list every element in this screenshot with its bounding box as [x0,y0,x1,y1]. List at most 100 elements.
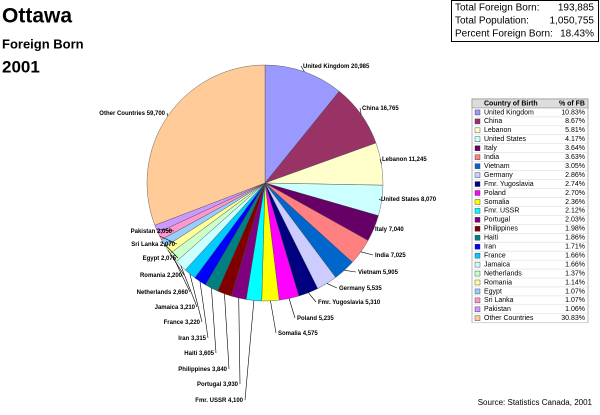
data-label: United Kingdom 20,985 [303,64,370,70]
stats-box [451,0,599,42]
label-category: Vietnam [358,270,381,276]
legend-swatch [474,252,481,259]
legend-percent: 2.74% [565,181,585,188]
label-value: 3,220 [185,320,201,326]
label-value: 2,200 [167,273,183,279]
label-value: 2,075 [161,256,177,262]
label-category: Fmr. Yugoslavia [318,300,364,306]
label-category: Lebanon [382,157,407,163]
legend-swatch [474,226,481,232]
label-category: Netherlands [137,290,172,296]
label-value: 5,905 [383,270,399,276]
legend-header [471,98,589,109]
legend-percent: 1.07% [565,297,585,304]
leader-line [270,300,277,334]
legend-swatch [474,217,481,223]
leader-line [156,228,175,232]
label-category: Egypt [143,256,160,262]
data-label: Germany 5,535 [339,286,382,292]
leader-line [300,65,305,72]
legend-header-text: % of FB [559,100,585,107]
leader-line [360,251,374,256]
label-category: Poland [297,316,317,322]
data-label: Pakistan 2,050 [131,229,173,235]
legend-percent: 3.05% [565,163,585,170]
label-value: 7,040 [389,227,405,233]
legend-swatch [474,235,481,241]
legend-category: Philippines [484,226,518,233]
leader-line [166,112,169,117]
legend-percent: 4.17% [565,136,585,143]
leader-line [159,235,178,245]
label-category: Philippines [178,367,211,373]
label-value: 2,660 [173,290,189,296]
leader-line [180,265,198,308]
legend-percent: 1.06% [565,306,585,313]
label-category: India [375,253,390,259]
data-label: Other Countries 59,700 [99,111,165,117]
source: Source: Statistics Canada, 2001 [478,398,593,407]
legend-category: Iran [484,244,496,251]
legend-category: Lebanon [484,127,511,134]
legend-swatch [474,243,481,250]
label-category: Haiti [184,351,197,357]
legend-swatch [474,261,481,268]
label-value: 5,535 [367,286,383,292]
label-value: 59,700 [147,111,166,117]
label-category: United Kingdom [303,64,349,70]
legend-category: United Kingdom [484,109,534,116]
leader-line [199,281,209,339]
leader-line [244,300,255,401]
legend-category: Netherlands [484,270,522,277]
legend-category: China [484,118,502,125]
leader-line [359,107,362,115]
legend-swatch [474,208,481,214]
label-category: Somalia [278,331,302,337]
legend-percent: 3.63% [565,154,585,161]
label-value: 16,765 [380,106,399,112]
label-category: Iran [178,336,189,342]
legend-percent: 1.86% [565,235,585,242]
data-label: India 7,025 [375,253,406,259]
stat-label: Total Foreign Born: [455,3,540,14]
legend-category: Other Countries [484,315,534,322]
label-value: 8,070 [421,197,437,203]
leader-line [344,269,357,273]
legend-category: Romania [484,279,512,286]
legend-percent: 5.81% [565,127,585,134]
legend-category: Poland [484,190,506,197]
legend-category: Germany [484,172,513,179]
legend-category: Vietnam [484,163,510,170]
leader-line [163,242,179,259]
data-label: Somalia 4,575 [278,331,318,337]
data-label: Fmr. Yugoslavia 5,310 [318,300,381,306]
legend-category: Pakistan [484,306,511,313]
label-value: 5,310 [365,300,381,306]
label-category: Other Countries [99,111,145,117]
data-label: Vietnam 5,905 [358,270,399,276]
leader-line [326,283,338,289]
legend-swatch [474,306,481,313]
legend-category: Egypt [484,288,502,295]
data-label: Portugal 3,930 [197,382,239,388]
legend-percent: 1.37% [565,270,585,277]
label-value: 3,605 [199,351,215,357]
legend-category: France [484,252,506,259]
stat-label: Percent Foreign Born: [455,29,553,40]
leader-line [167,249,185,276]
legend-category: Italy [484,145,497,152]
legend-swatch [474,190,481,196]
label-value: 2,050 [157,229,173,235]
legend-category: Fmr. Yugoslavia [484,181,534,188]
data-label: Haiti 3,605 [184,351,214,357]
legend-percent: 1.66% [565,252,585,259]
legend-category: Fmr. USSR [484,208,519,215]
label-category: Jamaica [155,305,179,311]
legend-swatch [474,145,481,151]
legend-table [471,98,589,324]
legend-category: Haiti [484,235,498,242]
label-value: 20,985 [351,64,370,70]
legend-percent: 2.86% [565,172,585,179]
label-value: 3,210 [180,305,196,311]
